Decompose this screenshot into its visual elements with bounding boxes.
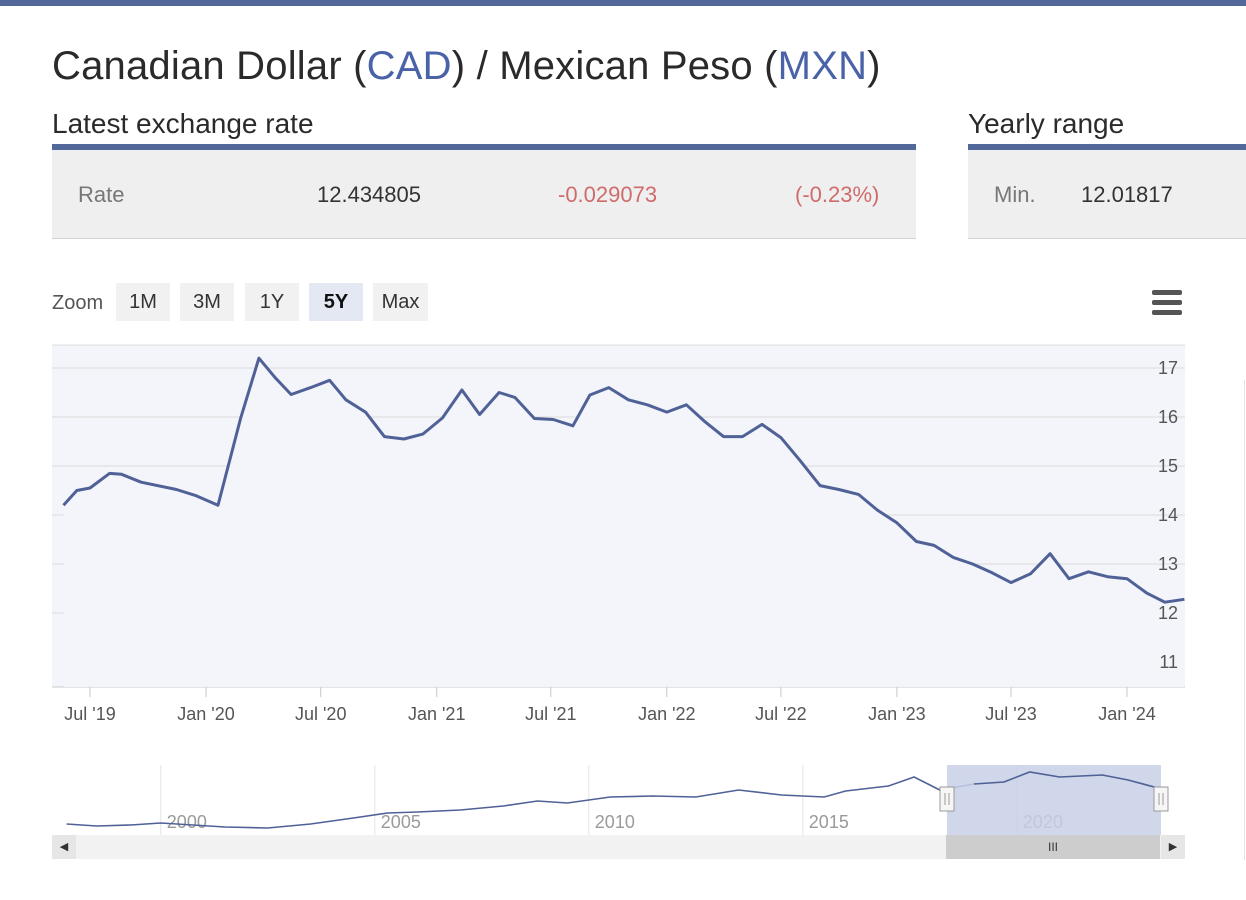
y-tick-label: 13 xyxy=(1158,554,1178,574)
y-tick-label: 16 xyxy=(1158,407,1178,427)
y-tick-label: 17 xyxy=(1158,358,1178,378)
rate-value: 12.434805 xyxy=(317,182,421,207)
x-tick-label: Jul '20 xyxy=(295,704,346,724)
yearly-min-value: 12.01817 xyxy=(1081,182,1173,207)
yearly-range-underline xyxy=(968,144,1246,150)
navigator-year-label: 2005 xyxy=(381,812,421,832)
x-tick-label: Jan '20 xyxy=(177,704,234,724)
x-tick-label: Jul '23 xyxy=(985,704,1036,724)
top-accent-bar xyxy=(0,0,1246,6)
scrollbar-thumb[interactable]: III xyxy=(946,835,1160,859)
quote-currency-code: MXN xyxy=(777,44,868,88)
zoom-5y-button[interactable]: 5Y xyxy=(309,283,363,321)
yearly-range-heading: Yearly range xyxy=(968,108,1125,139)
navigator-left-handle[interactable] xyxy=(939,786,955,812)
zoom-1m-button[interactable]: 1M xyxy=(116,283,170,321)
page-title: Canadian Dollar (CAD) / Mexican Peso (MX… xyxy=(52,44,881,89)
zoom-label: Zoom xyxy=(52,292,104,314)
zoom-3m-button[interactable]: 3M xyxy=(180,283,234,321)
x-tick-label: Jan '21 xyxy=(408,704,465,724)
latest-rate-underline xyxy=(52,144,916,150)
x-tick-label: Jan '23 xyxy=(868,704,925,724)
scroll-left-arrow-icon[interactable]: ◀ xyxy=(52,835,76,859)
zoom-max-button[interactable]: Max xyxy=(373,283,428,321)
y-tick-label: 11 xyxy=(1159,652,1178,672)
panel-edge-divider xyxy=(1244,380,1245,860)
navigator-right-handle[interactable] xyxy=(1153,786,1169,812)
title-text: Canadian Dollar ( xyxy=(52,44,367,88)
navigator-year-label: 2010 xyxy=(595,812,635,832)
latest-rate-heading: Latest exchange rate xyxy=(52,108,314,139)
hamburger-menu-icon[interactable] xyxy=(1152,290,1182,316)
rate-change-percent: (-0.23%) xyxy=(795,182,880,207)
rate-series-line xyxy=(62,356,1185,604)
title-text: ) xyxy=(867,44,881,88)
rate-label: Rate xyxy=(78,182,125,207)
x-tick-label: Jul '19 xyxy=(64,704,115,724)
zoom-1y-button[interactable]: 1Y xyxy=(245,283,299,321)
y-tick-label: 15 xyxy=(1158,456,1178,476)
x-tick-label: Jan '22 xyxy=(638,704,695,724)
y-tick-label: 14 xyxy=(1158,505,1178,525)
navigator-scrollbar[interactable]: ◀ III ▶ xyxy=(52,835,1185,859)
yearly-min-label: Min. xyxy=(994,182,1036,207)
x-tick-label: Jan '24 xyxy=(1098,704,1155,724)
rate-change: -0.029073 xyxy=(558,182,658,207)
y-tick-label: 12 xyxy=(1158,603,1178,623)
navigator-year-label: 2015 xyxy=(809,812,849,832)
x-tick-label: Jul '22 xyxy=(755,704,806,724)
base-currency-code: CAD xyxy=(366,44,452,88)
rate-area-fill xyxy=(63,358,1185,687)
yearly-range-panel xyxy=(968,150,1246,239)
title-text: ) / Mexican Peso ( xyxy=(451,44,778,88)
x-tick-label: Jul '21 xyxy=(525,704,576,724)
scroll-right-arrow-icon[interactable]: ▶ xyxy=(1161,835,1185,859)
latest-rate-panel xyxy=(52,150,916,239)
navigator-year-label: 2000 xyxy=(167,812,207,832)
